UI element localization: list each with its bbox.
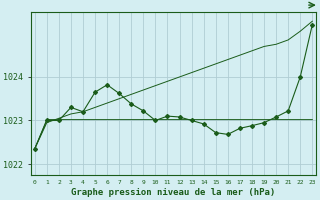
X-axis label: Graphe pression niveau de la mer (hPa): Graphe pression niveau de la mer (hPa): [71, 188, 276, 197]
